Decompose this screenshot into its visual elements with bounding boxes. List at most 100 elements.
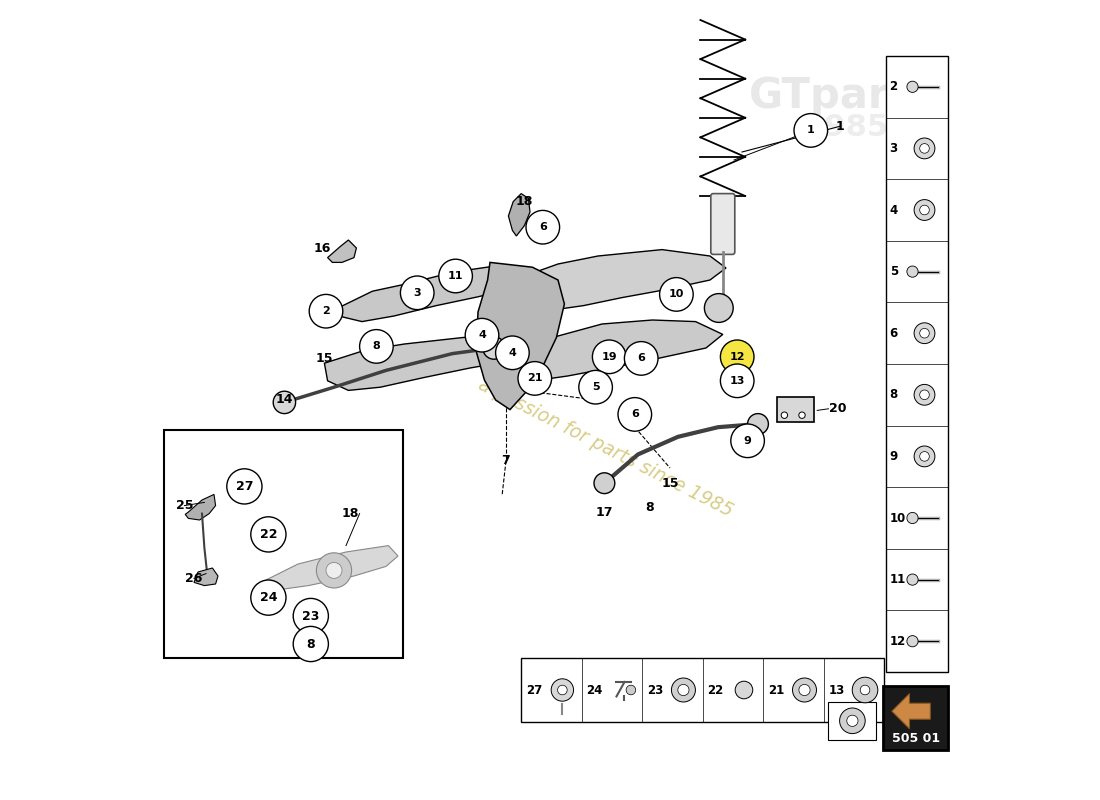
Circle shape	[799, 412, 805, 418]
Circle shape	[920, 143, 929, 153]
Text: 19: 19	[602, 352, 617, 362]
Circle shape	[720, 364, 754, 398]
Circle shape	[860, 685, 870, 694]
Text: 27: 27	[526, 683, 542, 697]
Text: 9: 9	[890, 450, 898, 463]
Text: GTpares: GTpares	[749, 75, 943, 117]
Text: 10: 10	[669, 290, 684, 299]
Text: 13: 13	[828, 683, 845, 697]
Circle shape	[678, 684, 689, 695]
Text: 18: 18	[341, 507, 359, 520]
Polygon shape	[518, 320, 723, 381]
Text: 8: 8	[645, 501, 653, 514]
Text: 8: 8	[890, 388, 898, 402]
Circle shape	[920, 390, 929, 400]
Circle shape	[317, 553, 352, 588]
Circle shape	[251, 580, 286, 615]
Text: 11: 11	[890, 573, 906, 586]
Circle shape	[914, 385, 935, 406]
Text: 9: 9	[744, 436, 751, 446]
Text: 505 01: 505 01	[891, 731, 939, 745]
Circle shape	[914, 446, 935, 466]
Circle shape	[579, 370, 613, 404]
Circle shape	[735, 681, 752, 699]
FancyBboxPatch shape	[828, 702, 877, 740]
Text: 27: 27	[235, 480, 253, 493]
Polygon shape	[525, 250, 726, 310]
Text: 4: 4	[478, 330, 486, 340]
Text: 5: 5	[890, 265, 898, 278]
Text: 21: 21	[768, 683, 784, 697]
Polygon shape	[264, 546, 398, 590]
Circle shape	[914, 200, 935, 221]
Polygon shape	[892, 694, 931, 729]
Circle shape	[273, 391, 296, 414]
Circle shape	[799, 684, 810, 695]
Text: 8: 8	[307, 638, 315, 650]
Text: 23: 23	[302, 610, 319, 622]
Text: 6: 6	[631, 410, 639, 419]
Text: 20: 20	[829, 402, 847, 415]
Circle shape	[465, 318, 498, 352]
Text: 15: 15	[316, 352, 333, 365]
Text: 14: 14	[276, 393, 293, 406]
Text: 1: 1	[807, 126, 815, 135]
Text: 7: 7	[502, 454, 510, 467]
Text: 6: 6	[890, 326, 898, 340]
Text: 22: 22	[260, 528, 277, 541]
Text: 2: 2	[890, 80, 898, 94]
Text: 23: 23	[647, 683, 663, 697]
Text: 1: 1	[835, 120, 844, 133]
Text: 26: 26	[185, 572, 202, 585]
Text: 13: 13	[729, 376, 745, 386]
Text: 24: 24	[586, 683, 603, 697]
Text: 3: 3	[890, 142, 898, 155]
Text: a passion for parts since 1985: a passion for parts since 1985	[475, 375, 737, 521]
Circle shape	[906, 81, 918, 93]
Circle shape	[526, 210, 560, 244]
Circle shape	[227, 469, 262, 504]
Text: 12: 12	[890, 634, 906, 648]
Circle shape	[625, 342, 658, 375]
Text: 5: 5	[592, 382, 600, 392]
Text: 21: 21	[527, 374, 542, 383]
Text: 18: 18	[516, 195, 534, 208]
Circle shape	[906, 512, 918, 524]
Circle shape	[839, 708, 866, 734]
Circle shape	[906, 635, 918, 646]
Text: 16: 16	[314, 242, 331, 254]
Circle shape	[906, 574, 918, 586]
Text: 8: 8	[373, 342, 381, 351]
Circle shape	[920, 206, 929, 214]
Text: 4: 4	[890, 203, 898, 217]
Text: 3: 3	[414, 288, 421, 298]
Polygon shape	[328, 240, 356, 262]
Circle shape	[551, 678, 573, 701]
Circle shape	[360, 330, 393, 363]
Circle shape	[439, 259, 472, 293]
Polygon shape	[337, 266, 525, 322]
Text: 15: 15	[662, 477, 680, 490]
Circle shape	[792, 678, 816, 702]
Circle shape	[660, 278, 693, 311]
Polygon shape	[508, 194, 530, 236]
Circle shape	[781, 412, 788, 418]
Circle shape	[847, 715, 858, 726]
Text: 6: 6	[539, 222, 547, 232]
Polygon shape	[185, 494, 216, 520]
Circle shape	[251, 517, 286, 552]
Circle shape	[594, 473, 615, 494]
Circle shape	[496, 336, 529, 370]
Circle shape	[294, 598, 329, 634]
Circle shape	[309, 294, 343, 328]
Circle shape	[794, 114, 827, 147]
Text: 25: 25	[176, 499, 194, 512]
FancyBboxPatch shape	[711, 194, 735, 254]
Text: 11: 11	[448, 271, 463, 281]
Text: 2: 2	[322, 306, 330, 316]
FancyBboxPatch shape	[521, 658, 884, 722]
Circle shape	[558, 685, 568, 694]
Circle shape	[914, 138, 935, 158]
Polygon shape	[194, 568, 218, 586]
Circle shape	[294, 626, 329, 662]
